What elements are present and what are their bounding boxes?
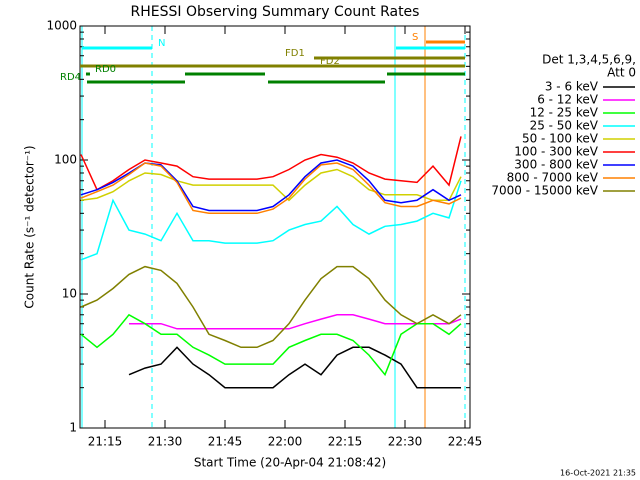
series-line (80, 180, 462, 261)
flag-label: N (158, 38, 165, 49)
y-tick-label: 1 (69, 421, 77, 435)
chart-title: RHESSI Observing Summary Count Rates (131, 4, 420, 20)
x-tick-label: 22:45 (448, 435, 483, 449)
series-line (80, 265, 462, 349)
series-line (128, 346, 461, 389)
legend-title: Det 1,3,4,5,6,9, (542, 53, 636, 67)
flag-label: RD0 (95, 64, 116, 75)
legend-label: 3 - 6 keV (545, 80, 599, 94)
legend-label: 300 - 800 keV (514, 158, 598, 172)
series-line (80, 162, 462, 215)
y-tick-label: 10 (62, 287, 77, 301)
series-line (80, 136, 462, 191)
timestamp: 16-Oct-2021 21:35 (560, 469, 636, 478)
y-tick-label: 1000 (46, 19, 77, 33)
x-tick-label: 21:45 (208, 435, 243, 449)
y-axis-label: Count Rate (s⁻¹ detector⁻¹) (23, 145, 37, 308)
flag-label: RD4 (60, 72, 81, 83)
flag-label: FD1 (285, 48, 305, 59)
legend-label: 6 - 12 keV (537, 93, 599, 107)
legend-label: 800 - 7000 keV (507, 171, 599, 185)
x-tick-label: 21:15 (88, 435, 123, 449)
y-tick-label: 100 (54, 153, 77, 167)
x-tick-label: 22:30 (388, 435, 423, 449)
legend-title: Att 0 (607, 66, 636, 80)
flag-label: S (412, 32, 418, 43)
series-line (80, 168, 462, 202)
series-line (129, 314, 462, 330)
legend-label: 7000 - 15000 keV (491, 184, 598, 198)
legend-label: 100 - 300 keV (514, 145, 598, 159)
legend-label: 12 - 25 keV (530, 106, 599, 120)
flag-label: FD2 (320, 56, 340, 67)
x-tick-label: 21:30 (148, 435, 183, 449)
plot-frame (79, 25, 471, 429)
x-tick-label: 22:00 (268, 435, 303, 449)
x-axis-label: Start Time (20-Apr-04 21:08:42) (194, 456, 386, 470)
x-tick-label: 22:15 (328, 435, 363, 449)
series-line (80, 313, 462, 377)
legend-label: 25 - 50 keV (530, 119, 599, 133)
legend-label: 50 - 100 keV (522, 132, 599, 146)
